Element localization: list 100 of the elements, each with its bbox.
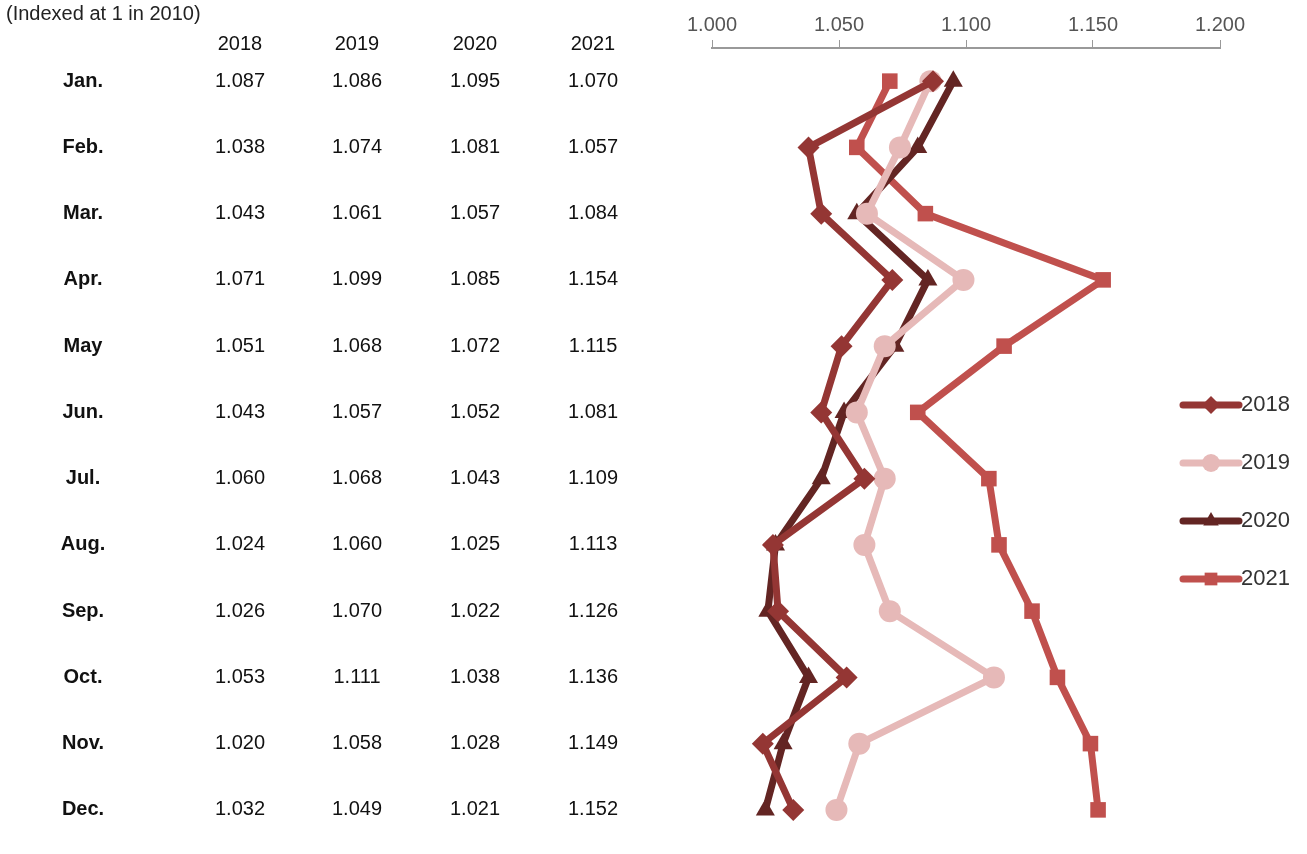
data-label: 1.038 xyxy=(214,134,266,157)
data-label: 1.126 xyxy=(567,598,619,621)
point xyxy=(855,202,878,225)
data-label: 1.025 xyxy=(449,532,501,555)
point xyxy=(853,467,876,490)
y-tick-label: Sep. xyxy=(61,598,105,621)
data-label: 1.043 xyxy=(214,201,266,224)
point xyxy=(909,404,926,421)
point xyxy=(1082,735,1099,752)
data-label: 1.057 xyxy=(449,201,501,224)
point xyxy=(1049,669,1066,686)
y-tick-label: Jun. xyxy=(62,399,104,422)
point xyxy=(849,139,865,156)
data-label: 1.071 xyxy=(214,267,266,290)
y-tick-label: May xyxy=(63,333,104,356)
data-label: 1.053 xyxy=(214,664,266,687)
data-label: 1.057 xyxy=(331,399,383,422)
point xyxy=(751,732,774,755)
data-label: 1.111 xyxy=(333,664,381,687)
data-label: 1.049 xyxy=(331,797,383,820)
legend-label: 2020 xyxy=(1241,507,1290,533)
y-tick-label: Mar. xyxy=(62,201,104,224)
data-label: 1.051 xyxy=(214,333,266,356)
point xyxy=(1024,603,1040,619)
data-label: 1.149 xyxy=(567,731,619,754)
data-label: 1.038 xyxy=(449,664,501,687)
data-label: 1.043 xyxy=(449,466,501,489)
y-tick-label: Aug. xyxy=(60,532,106,555)
data-label: 1.070 xyxy=(567,68,619,91)
point xyxy=(797,136,820,159)
point xyxy=(952,268,975,291)
y-tick-label: Jul. xyxy=(65,466,101,489)
data-label: 1.061 xyxy=(331,201,383,224)
point xyxy=(917,205,934,222)
data-label: 1.152 xyxy=(567,797,619,820)
data-label: 1.154 xyxy=(567,267,619,290)
point xyxy=(810,202,833,225)
x2-tick-label: 1.050 xyxy=(813,12,865,35)
data-label: 1.058 xyxy=(331,731,383,754)
x2-tick-label: 1.000 xyxy=(686,12,738,35)
point xyxy=(761,533,784,556)
point xyxy=(1095,272,1111,288)
data-label: 1.084 xyxy=(567,201,619,224)
y-tick-label: Oct. xyxy=(63,664,103,687)
data-label: 1.032 xyxy=(214,797,266,820)
point xyxy=(873,467,896,490)
point xyxy=(825,798,848,821)
data-label: 1.081 xyxy=(567,399,619,422)
data-label: 1.022 xyxy=(449,598,501,621)
data-label: 1.072 xyxy=(449,333,501,356)
point xyxy=(982,666,1005,689)
data-label: 1.021 xyxy=(449,797,501,820)
text: 2018 xyxy=(217,31,263,54)
data-label: 1.068 xyxy=(331,466,383,489)
point xyxy=(881,268,904,291)
y-tick-label: Feb. xyxy=(62,134,104,157)
data-label: 1.086 xyxy=(331,68,383,91)
legend-label: 2021 xyxy=(1241,565,1290,591)
point xyxy=(873,335,896,358)
text: 2019 xyxy=(334,31,380,54)
point xyxy=(830,335,853,358)
data-label: 1.109 xyxy=(567,466,619,489)
text: 2020 xyxy=(452,31,498,54)
data-label: 1.060 xyxy=(331,532,383,555)
data-label: 1.099 xyxy=(331,267,383,290)
point xyxy=(767,600,790,623)
x2-tick-label: 1.200 xyxy=(1194,12,1246,35)
y-tick-label: Nov. xyxy=(62,731,104,754)
y-tick-label: Apr. xyxy=(63,267,103,290)
point xyxy=(782,798,805,821)
data-label: 1.052 xyxy=(449,399,501,422)
data-label: 1.070 xyxy=(331,598,383,621)
data-label: 1.068 xyxy=(331,333,383,356)
data-label: 1.095 xyxy=(449,68,501,91)
point xyxy=(810,401,833,424)
text: 2021 xyxy=(570,31,616,54)
data-label: 1.026 xyxy=(214,598,266,621)
point xyxy=(878,600,901,623)
data-label: 1.024 xyxy=(214,532,266,555)
data-label: 1.113 xyxy=(568,532,618,555)
data-label: 1.085 xyxy=(449,267,501,290)
point xyxy=(991,537,1007,553)
point xyxy=(845,401,868,424)
data-label: 1.074 xyxy=(331,134,383,157)
data-label: 1.136 xyxy=(567,664,619,687)
data-label: 1.028 xyxy=(449,731,501,754)
x2-tick-label: 1.100 xyxy=(940,12,992,35)
point xyxy=(835,666,858,689)
data-label: 1.020 xyxy=(214,731,266,754)
point xyxy=(848,732,871,755)
legend-label: 2019 xyxy=(1241,449,1290,475)
data-label: 1.060 xyxy=(214,466,266,489)
point xyxy=(996,338,1012,354)
data-label: 1.043 xyxy=(214,399,266,422)
x2-tick-label: 1.150 xyxy=(1067,12,1119,35)
point xyxy=(1090,802,1106,818)
text: (Indexed at 1 in 2010) xyxy=(6,1,201,24)
y-tick-label: Dec. xyxy=(61,797,105,820)
point xyxy=(853,533,876,556)
legend-label: 2018 xyxy=(1241,391,1290,417)
